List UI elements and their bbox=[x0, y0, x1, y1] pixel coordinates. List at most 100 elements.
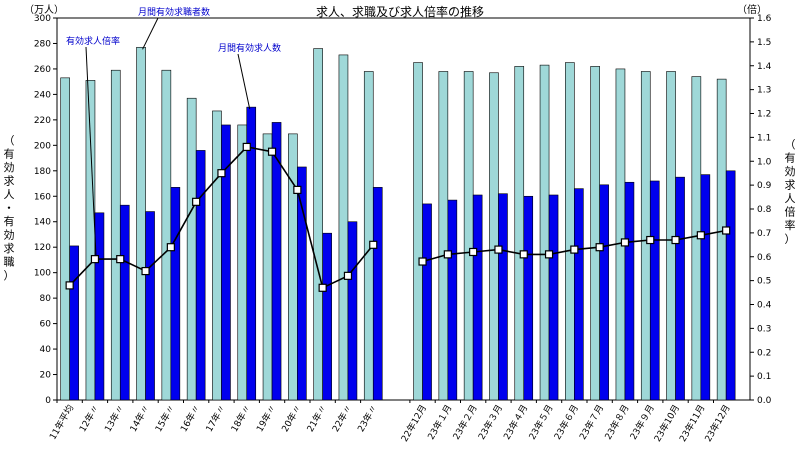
x-category-label: 22年〃 bbox=[329, 403, 354, 435]
x-category-label: 23年６月 bbox=[551, 403, 581, 442]
annotation-label: 月間有効求職者数 bbox=[138, 6, 210, 18]
ratio-point bbox=[116, 255, 125, 264]
bar-job-offers bbox=[422, 203, 432, 401]
bar-job-offers bbox=[700, 174, 711, 401]
ratio-point bbox=[519, 250, 528, 259]
ratio-point bbox=[141, 266, 150, 276]
left-tick-label: 80 bbox=[40, 294, 52, 304]
x-category-label: 11年平均 bbox=[47, 403, 77, 442]
left-tick-label: 160 bbox=[34, 192, 51, 202]
ratio-point bbox=[267, 147, 277, 156]
bar-job-offers bbox=[94, 212, 105, 401]
ratio-point bbox=[544, 250, 554, 259]
x-category-label: 23年２月 bbox=[450, 403, 480, 442]
x-category-label: 22年12月 bbox=[398, 403, 429, 444]
left-tick-label: 120 bbox=[34, 243, 51, 253]
ratio-point bbox=[318, 283, 327, 292]
right-tick-label: 1.1 bbox=[757, 133, 771, 143]
bar-job-seekers bbox=[313, 48, 323, 401]
ratio-point bbox=[65, 281, 74, 290]
bar-job-offers bbox=[675, 176, 685, 401]
right-tick-label: 0.9 bbox=[757, 181, 772, 191]
left-tick-label: 300 bbox=[34, 14, 51, 24]
bar-job-seekers bbox=[262, 133, 273, 401]
annotation-label: 有効求人倍率 bbox=[66, 35, 120, 47]
right-axis-title-char: 効 bbox=[785, 164, 796, 178]
bar-job-offers bbox=[297, 166, 307, 401]
left-axis-title-char: ・ bbox=[4, 202, 15, 215]
ratio-point bbox=[369, 240, 378, 249]
right-axis-title-char: 有 bbox=[785, 151, 796, 165]
left-tick-label: 20 bbox=[40, 371, 52, 381]
bar-job-seekers bbox=[615, 68, 626, 401]
bar-job-seekers bbox=[716, 78, 727, 401]
left-tick-label: 260 bbox=[34, 65, 51, 75]
right-tick-label: 0.5 bbox=[757, 277, 771, 287]
left-axis-title-char: 人 bbox=[4, 188, 15, 201]
right-tick-label: 0.8 bbox=[757, 205, 772, 215]
bar-job-seekers bbox=[85, 80, 96, 401]
ratio-point bbox=[443, 250, 452, 259]
bar-job-offers bbox=[599, 184, 609, 401]
annotation-label: 月間有効求人数 bbox=[218, 42, 281, 54]
bar-job-offers bbox=[624, 181, 635, 401]
right-axis-title-char: 率 bbox=[785, 218, 796, 232]
right-tick-label: 0.4 bbox=[757, 301, 772, 311]
ratio-point bbox=[469, 247, 478, 257]
bar-job-seekers bbox=[413, 62, 423, 401]
right-axis-title-char: 人 bbox=[785, 192, 796, 205]
right-axis-title-char: （ bbox=[785, 138, 796, 151]
bar-job-offers bbox=[725, 170, 736, 401]
x-category-label: 14年〃 bbox=[127, 403, 152, 435]
bar-job-seekers bbox=[110, 69, 121, 401]
bar-job-offers bbox=[221, 124, 231, 401]
x-category-label: 17年〃 bbox=[203, 403, 228, 435]
bar-job-seekers bbox=[463, 71, 474, 401]
x-category-label: 12年〃 bbox=[76, 403, 101, 435]
right-tick-label: 1.2 bbox=[757, 110, 771, 120]
left-axis-title-char: 有 bbox=[4, 214, 15, 228]
ratio-point bbox=[192, 197, 201, 206]
bar-job-offers bbox=[447, 199, 458, 401]
right-axis-title-char: ） bbox=[785, 233, 796, 246]
x-category-label: 23年４月 bbox=[501, 403, 531, 442]
bar-job-offers bbox=[322, 232, 332, 401]
ratio-point bbox=[595, 243, 604, 252]
bar-job-offers bbox=[145, 211, 155, 401]
left-tick-label: 140 bbox=[34, 218, 51, 228]
x-category-label: 23年９月 bbox=[627, 403, 657, 442]
bar-job-offers bbox=[246, 106, 257, 401]
left-axis-title-char: （ bbox=[4, 134, 15, 147]
ratio-point bbox=[217, 169, 226, 178]
bar-job-seekers bbox=[438, 71, 449, 401]
bar-job-offers bbox=[372, 187, 383, 401]
right-tick-label: 1.0 bbox=[757, 157, 772, 167]
left-tick-label: 200 bbox=[34, 141, 51, 151]
bar-job-seekers bbox=[186, 97, 197, 401]
bar-job-offers bbox=[498, 193, 508, 401]
bar-job-seekers bbox=[640, 71, 651, 401]
bar-job-seekers bbox=[539, 64, 550, 401]
right-tick-label: 0.1 bbox=[757, 372, 771, 382]
bar-job-seekers bbox=[338, 54, 349, 401]
bar-job-offers bbox=[170, 187, 181, 401]
bar-job-offers bbox=[472, 194, 483, 401]
right-tick-label: 1.6 bbox=[757, 14, 772, 24]
x-category-label: 20年〃 bbox=[279, 403, 304, 435]
bar-job-offers bbox=[195, 150, 206, 401]
ratio-point bbox=[343, 271, 353, 280]
bar-job-offers bbox=[574, 188, 584, 401]
bar-job-seekers bbox=[288, 133, 298, 401]
ratio-point bbox=[418, 257, 427, 266]
x-category-label: 19年〃 bbox=[254, 403, 279, 435]
bar-job-offers bbox=[119, 204, 130, 401]
chart-title: 求人、求職及び求人倍率の推移 bbox=[316, 4, 484, 19]
x-category-label: 21年〃 bbox=[304, 403, 329, 435]
ratio-point bbox=[671, 235, 680, 245]
left-unit: （万人） bbox=[24, 4, 64, 16]
left-axis-title-char: 有 bbox=[4, 147, 15, 161]
bar-job-seekers bbox=[514, 66, 525, 401]
left-tick-label: 60 bbox=[40, 320, 52, 330]
left-tick-label: 240 bbox=[34, 90, 51, 100]
